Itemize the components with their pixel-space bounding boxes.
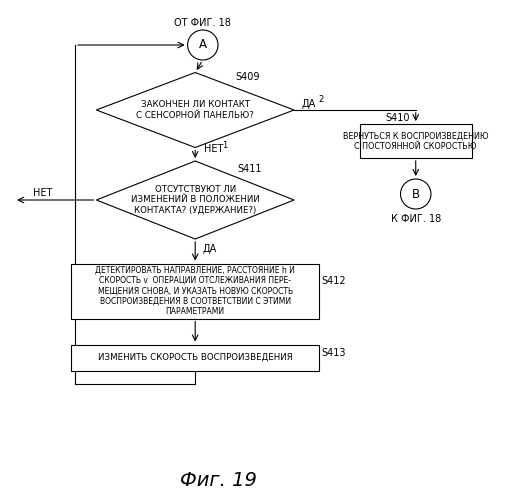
- Text: ЗАКОНЧЕН ЛИ КОНТАКТ
С СЕНСОРНОЙ ПАНЕЛЬЮ?: ЗАКОНЧЕН ЛИ КОНТАКТ С СЕНСОРНОЙ ПАНЕЛЬЮ?: [136, 100, 254, 119]
- Text: B: B: [412, 188, 420, 200]
- Bar: [71, 344, 319, 370]
- Text: S409: S409: [236, 72, 260, 83]
- Text: К ФИГ. 18: К ФИГ. 18: [390, 214, 441, 224]
- Text: Фиг. 19: Фиг. 19: [179, 470, 257, 490]
- Circle shape: [188, 30, 218, 60]
- Text: НЕТ: НЕТ: [204, 144, 224, 154]
- Polygon shape: [96, 72, 294, 148]
- Text: 2: 2: [318, 96, 323, 104]
- Bar: [360, 124, 472, 158]
- Text: S410: S410: [385, 113, 410, 123]
- Text: S412: S412: [321, 276, 346, 286]
- Text: НЕТ: НЕТ: [33, 188, 53, 198]
- Text: S413: S413: [321, 348, 346, 358]
- Text: ИЗМЕНИТЬ СКОРОСТЬ ВОСПРОИЗВЕДЕНИЯ: ИЗМЕНИТЬ СКОРОСТЬ ВОСПРОИЗВЕДЕНИЯ: [98, 353, 293, 362]
- Text: S411: S411: [237, 164, 262, 173]
- Circle shape: [401, 179, 431, 209]
- Text: ОТСУТСТВУЮТ ЛИ
ИЗМЕНЕНИЙ В ПОЛОЖЕНИИ
КОНТАКТА? (УДЕРЖАНИЕ?): ОТСУТСТВУЮТ ЛИ ИЗМЕНЕНИЙ В ПОЛОЖЕНИИ КОН…: [131, 185, 260, 215]
- Text: ДА: ДА: [203, 244, 217, 254]
- Text: ОТ ФИГ. 18: ОТ ФИГ. 18: [174, 18, 231, 28]
- Text: 1: 1: [222, 141, 227, 150]
- Text: ДЕТЕКТИРОВАТЬ НАПРАВЛЕНИЕ, РАССТОЯНИЕ h И
СКОРОСТЬ v  ОПЕРАЦИИ ОТСЛЕЖИВАНИЯ ПЕРЕ: ДЕТЕКТИРОВАТЬ НАПРАВЛЕНИЕ, РАССТОЯНИЕ h …: [95, 266, 295, 316]
- Text: ДА: ДА: [302, 98, 316, 108]
- Text: ВЕРНУТЬСЯ К ВОСПРОИЗВЕДЕНИЮ
С ПОСТОЯННОЙ СКОРОСТЬЮ: ВЕРНУТЬСЯ К ВОСПРОИЗВЕДЕНИЮ С ПОСТОЯННОЙ…: [343, 132, 489, 150]
- Bar: [71, 264, 319, 318]
- Polygon shape: [96, 161, 294, 239]
- Text: A: A: [199, 38, 207, 52]
